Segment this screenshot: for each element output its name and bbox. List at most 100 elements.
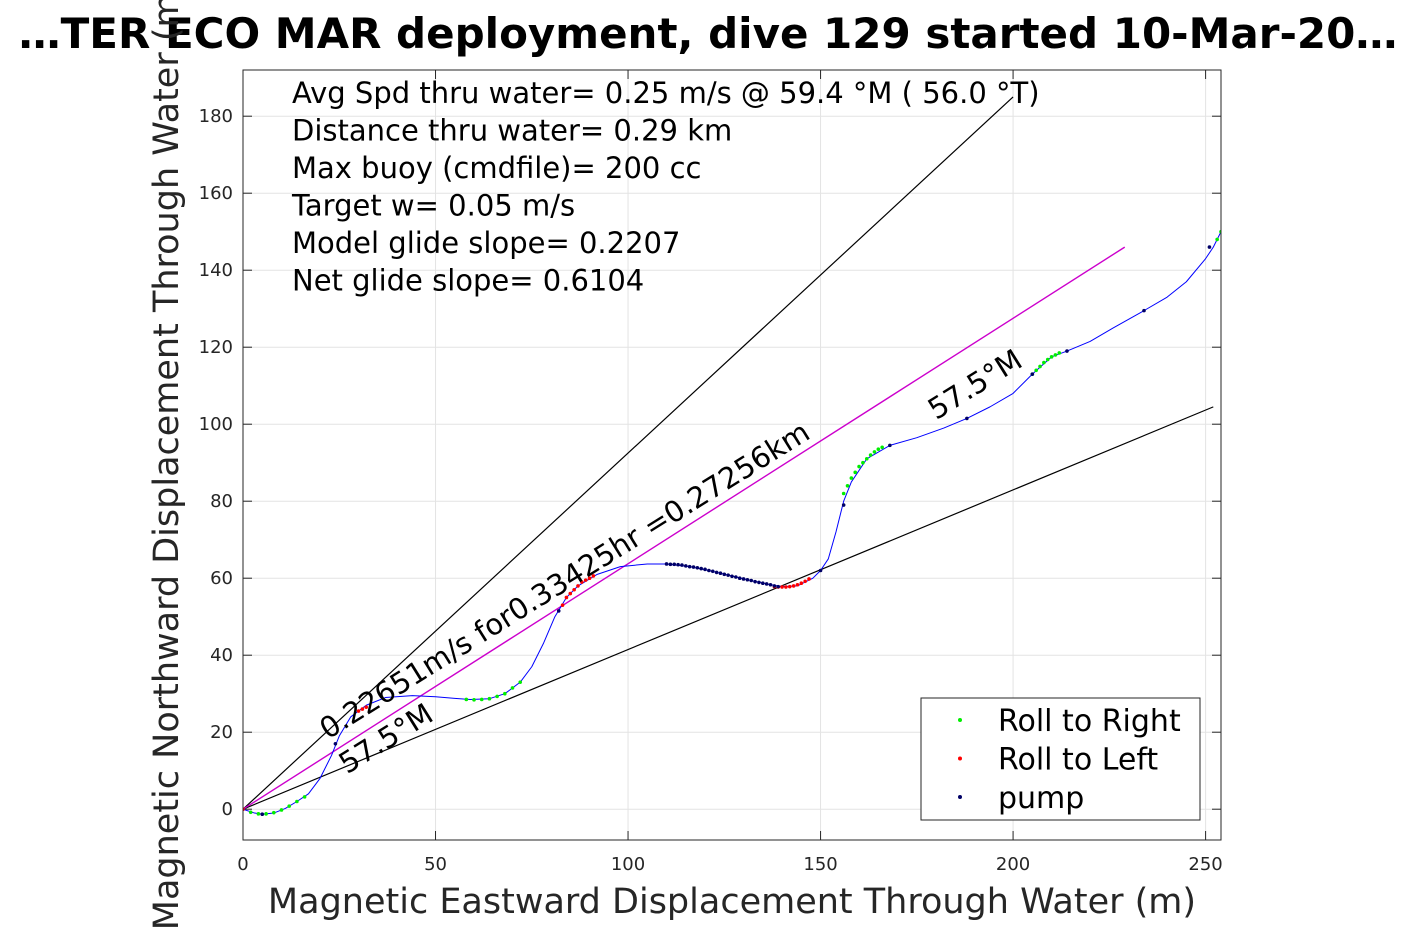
pump-point [737,576,742,580]
roll-to-left-point [568,591,573,596]
roll-to-right-point [1034,368,1038,373]
y-tick-label: 60 [210,568,233,589]
pump-point [772,584,777,588]
y-tick-label: 100 [199,414,233,435]
roll-to-left-point [587,576,592,580]
roll-to-right-point [1057,351,1062,355]
y-tick-label: 40 [210,645,233,666]
pump-point [1142,308,1146,313]
x-axis-label: Magnetic Eastward Displacement Through W… [268,882,1196,922]
roll-to-right-point [272,810,276,815]
roll-to-right-point [853,470,858,475]
info-line: Model glide slope= 0.2207 [292,226,680,260]
roll-to-right-point [841,491,846,496]
roll-to-left-point [807,577,811,581]
pump-point [722,572,727,577]
roll-to-right-point [872,450,877,454]
roll-to-right-point [1038,364,1042,369]
legend-marker [958,756,962,761]
mean-heading-line [243,246,1126,810]
grid-lines [242,70,1221,840]
legend-label: Roll to Right [998,704,1181,739]
pump-point [841,503,846,507]
pump-point [680,563,684,567]
roll-to-left-point [364,705,369,709]
roll-to-right-point [1045,357,1050,362]
pump-point [768,582,773,587]
roll-to-right-point [876,447,881,452]
roll-to-left-point [360,707,365,711]
y-tick-label: 120 [199,337,233,358]
pump-point [699,566,703,571]
roll-to-left-point [799,581,804,586]
roll-to-right-point [295,799,299,804]
roll-to-left-point [803,579,807,584]
roll-to-left-point [356,709,361,713]
marker-points [243,229,1221,817]
y-axis-label: Magnetic Northward Displacement Through … [147,0,187,930]
roll-to-left-point [583,578,588,582]
roll-to-right-point [248,810,253,815]
y-tick-label: 0 [222,799,233,820]
x-tick-label: 0 [237,854,248,875]
roll-to-right-point [518,680,523,684]
pump-point [726,573,730,577]
pump-point [1030,372,1035,376]
y-tick-label: 80 [210,491,233,512]
roll-to-right-point [1042,360,1046,365]
pump-point [710,569,715,574]
pump-point [668,562,673,567]
roll-to-right-point [279,808,284,812]
pump-point [818,568,823,573]
info-line: Target w= 0.05 m/s [291,189,575,223]
info-line: Distance thru water= 0.29 km [292,114,732,148]
pump-point [753,579,757,584]
roll-to-left-point [576,584,580,588]
roll-to-right-point [845,484,850,488]
x-tick-label: 200 [996,854,1030,875]
legend-marker [958,718,962,722]
y-tick-label: 20 [210,722,233,743]
pump-point [741,577,746,581]
roll-to-right-point [1215,237,1219,242]
roll-to-right-point [1053,353,1058,357]
roll-to-right-point [510,686,515,690]
info-line: Avg Spd thru water= 0.25 m/s @ 59.4 °M (… [292,76,1040,110]
pump-point [703,567,707,572]
pump-point [714,570,719,575]
pump-point [556,609,561,613]
chart-title: …TER ECO MAR deployment, dive 129 starte… [19,9,1398,58]
pump-point [776,584,781,589]
pump-point [1065,349,1069,353]
pump-point [707,568,711,573]
roll-to-left-point [564,595,569,600]
x-tick-label: 100 [611,854,645,875]
roll-to-left-point [560,603,565,607]
roll-to-right-point [479,697,484,702]
info-text-block: Avg Spd thru water= 0.25 m/s @ 59.4 °M (… [291,76,1040,298]
x-tick-label: 50 [424,854,447,875]
pump-point [761,581,765,586]
pump-point [734,575,738,579]
roll-to-right-point [849,476,854,480]
y-tick-label: 180 [199,106,233,127]
reference-lines [243,96,1214,810]
roll-to-left-point [784,585,788,589]
roll-to-left-point [591,574,596,578]
pump-point [683,564,688,568]
pump-point [333,741,338,746]
pump-point [757,580,761,585]
roll-to-right-point [864,457,869,461]
pump-point [260,812,265,817]
pump-point [691,565,696,569]
x-tick-label: 150 [803,854,837,875]
roll-to-right-point [287,804,292,808]
legend-label: pump [998,781,1084,816]
roll-to-right-point [487,696,492,701]
roll-to-right-point [264,812,268,816]
upper-bound-line [243,96,1014,810]
roll-to-right-point [472,698,476,702]
pump-point [749,578,754,583]
roll-to-left-point [787,584,792,589]
legend-marker [958,795,962,799]
